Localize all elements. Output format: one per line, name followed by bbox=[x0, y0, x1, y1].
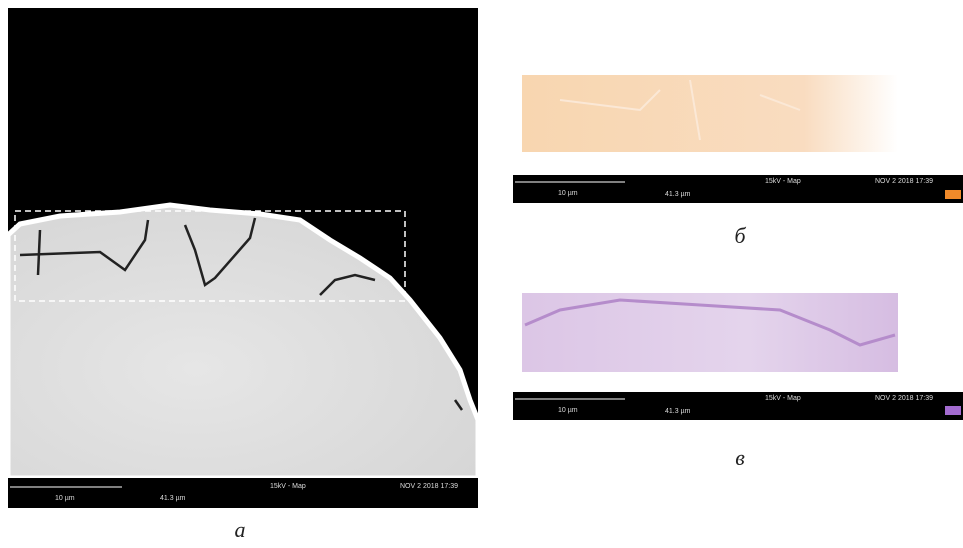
scale-label: 10 µm bbox=[558, 407, 578, 414]
panel-a: 10 µm 41.3 µm 15kV - Map NOV 2 2018 17:3… bbox=[8, 8, 478, 542]
panel-b: 10 µm 41.3 µm 15kV - Map NOV 2 2018 17:3… bbox=[513, 75, 963, 248]
field-width: 41.3 µm bbox=[665, 408, 691, 415]
info-bar: 10 µm 41.3 µm 15kV - Map NOV 2 2018 17:3… bbox=[8, 478, 478, 508]
field-width: 41.3 µm bbox=[160, 495, 186, 502]
caption: б bbox=[734, 223, 746, 248]
scale-label: 10 µm bbox=[55, 495, 75, 502]
mode: 15kV - Map bbox=[765, 178, 801, 185]
caption: а bbox=[235, 517, 246, 542]
info-bar: 10 µm 41.3 µm 15kV - Map NOV 2 2018 17:3… bbox=[513, 175, 963, 203]
date: NOV 2 2018 17:39 bbox=[875, 395, 933, 402]
info-bar: 10 µm 41.3 µm 15kV - Map NOV 2 2018 17:3… bbox=[513, 392, 963, 420]
date: NOV 2 2018 17:39 bbox=[400, 483, 458, 490]
element-tag bbox=[945, 406, 961, 415]
field-width: 41.3 µm bbox=[665, 191, 691, 198]
caption: в bbox=[735, 445, 745, 470]
mode: 15kV - Map bbox=[270, 483, 306, 490]
element-tag bbox=[945, 190, 961, 199]
map-orange bbox=[522, 75, 898, 152]
mode: 15kV - Map bbox=[765, 395, 801, 402]
figure: 10 µm 41.3 µm 15kV - Map NOV 2 2018 17:3… bbox=[0, 0, 963, 548]
panel-c: 10 µm 41.3 µm 15kV - Map NOV 2 2018 17:3… bbox=[513, 293, 963, 470]
scale-label: 10 µm bbox=[558, 190, 578, 197]
date: NOV 2 2018 17:39 bbox=[875, 178, 933, 185]
